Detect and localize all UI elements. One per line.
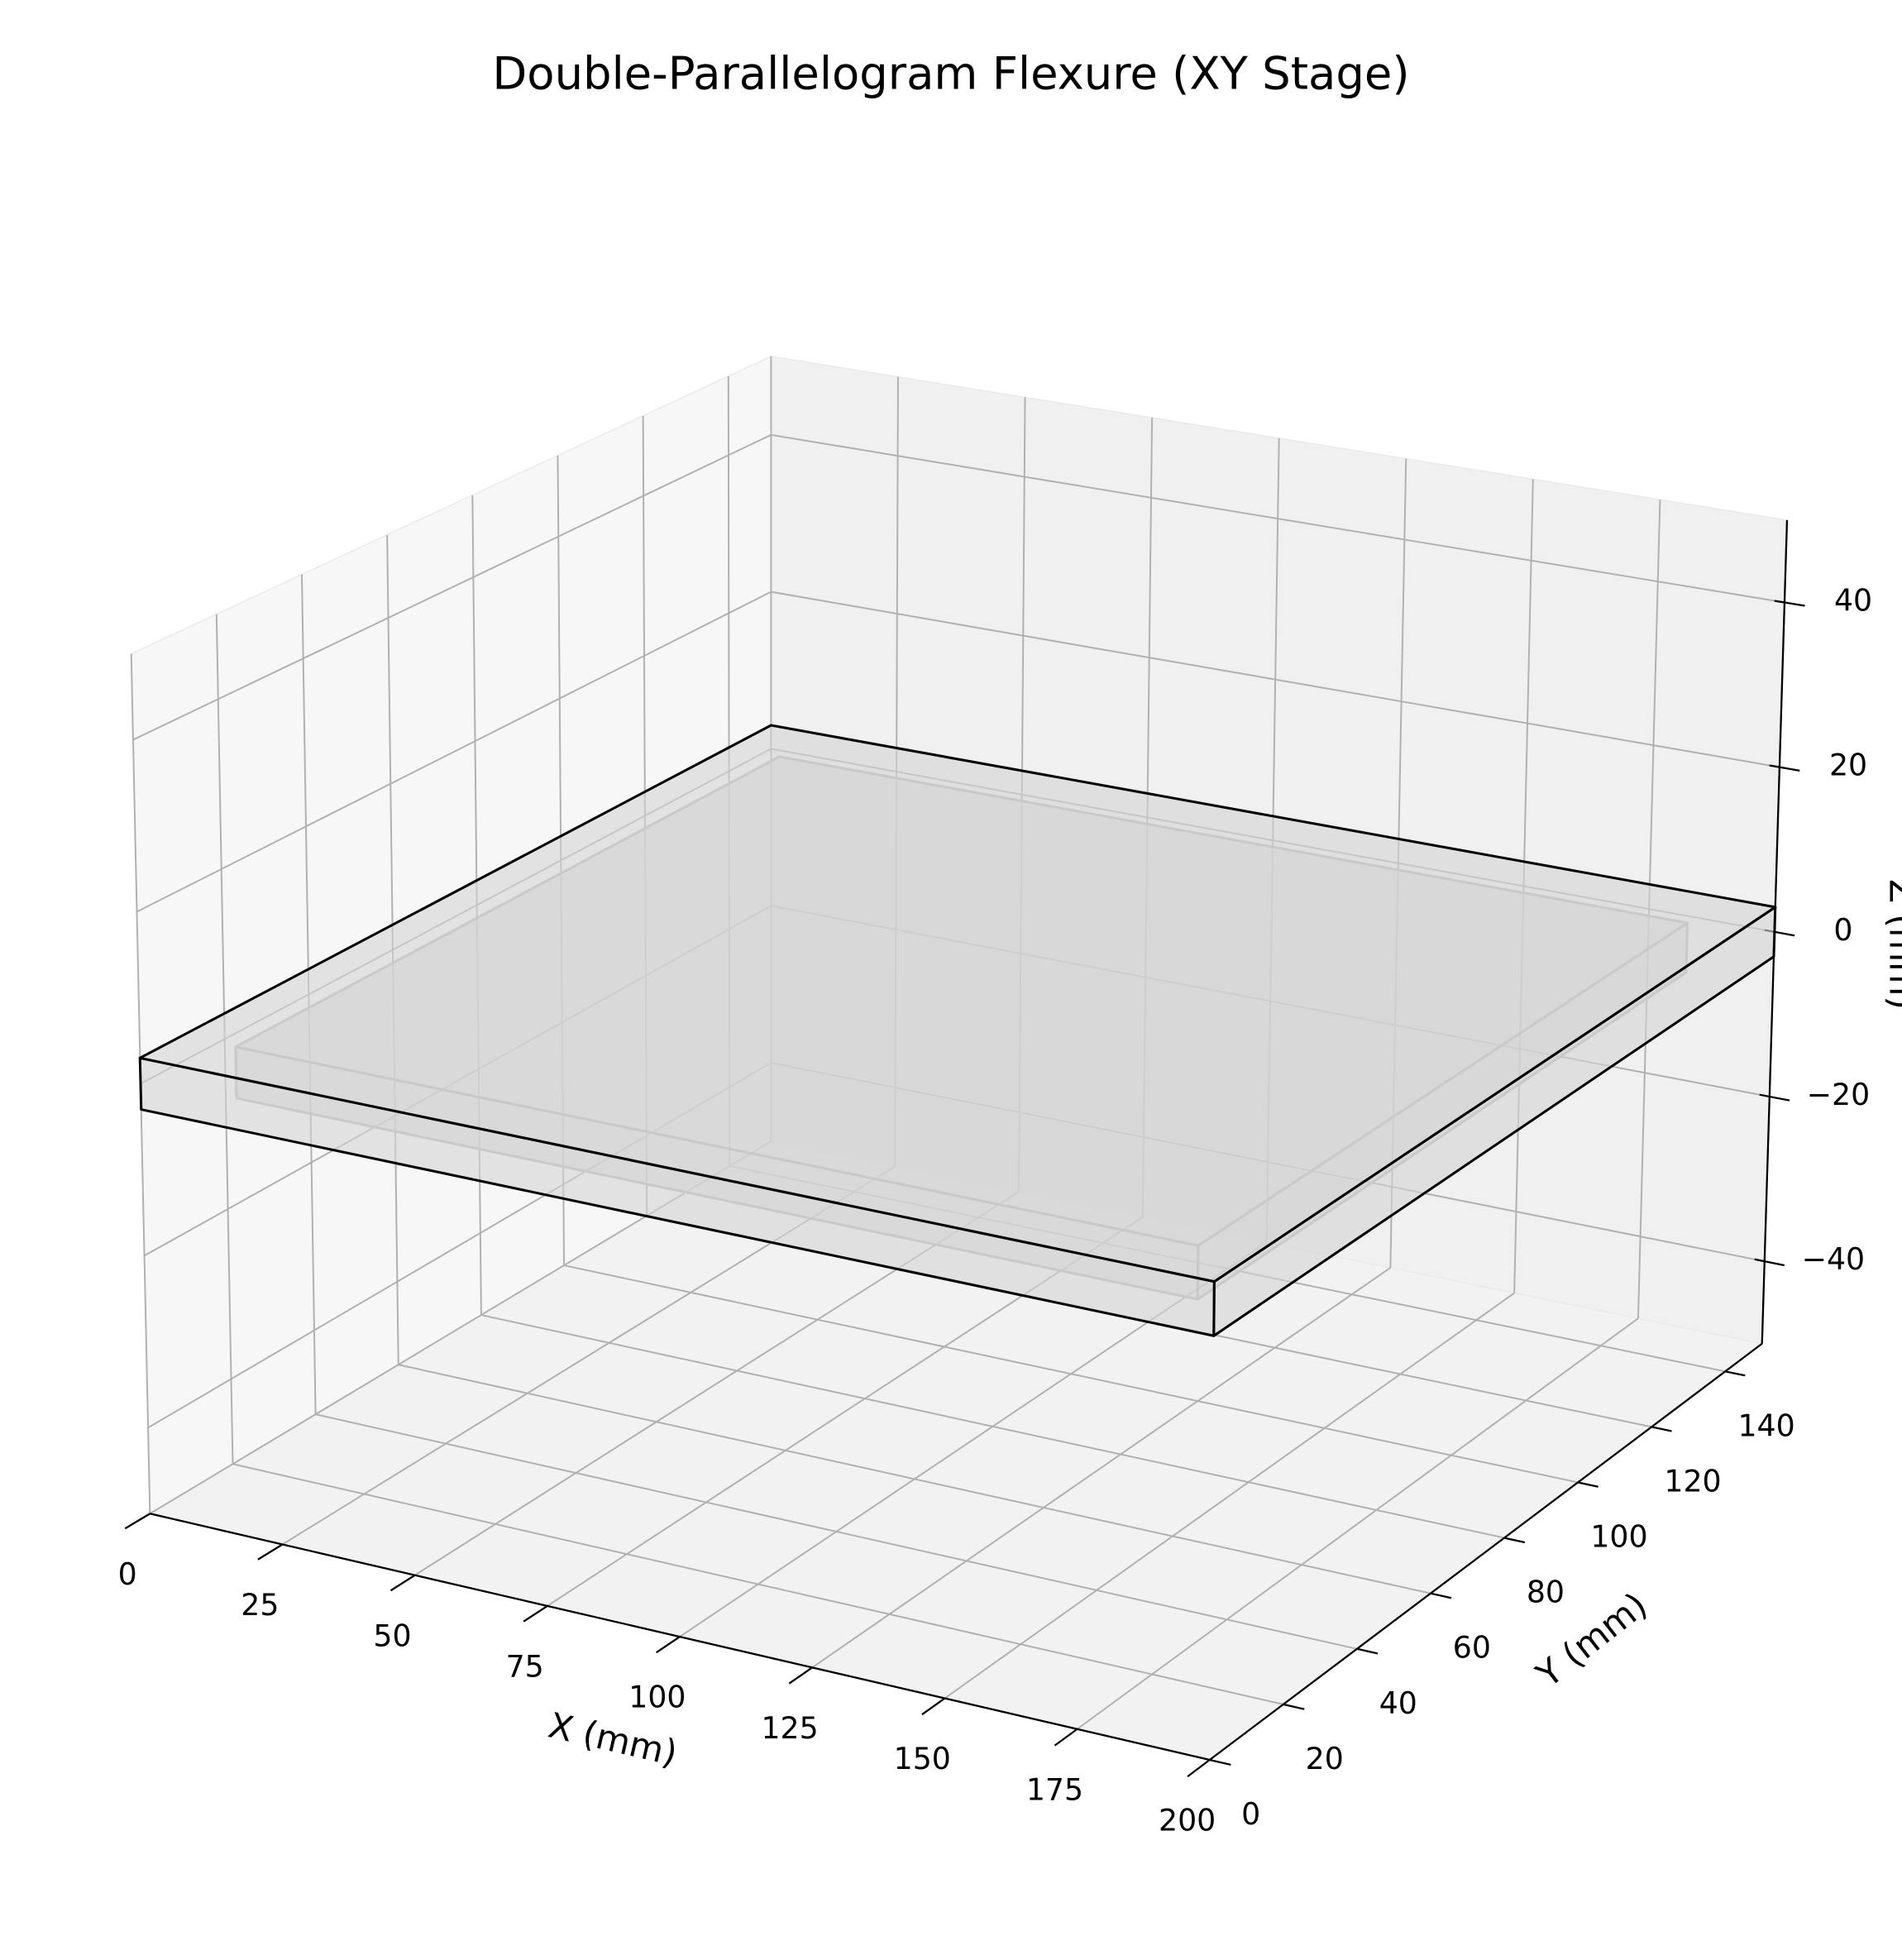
z-tick-mark [1759, 1093, 1790, 1102]
x-tick-mark [1187, 1759, 1211, 1778]
x-tick-label: 125 [761, 1710, 818, 1746]
z-tick-mark [1769, 764, 1800, 772]
z-axis-label: Z (mm) [1881, 879, 1902, 1010]
z-tick-mark [1774, 600, 1805, 607]
grid-line [132, 433, 772, 741]
y-tick-mark [1577, 1481, 1599, 1488]
z-tick-label: −40 [1802, 1241, 1866, 1277]
grid-line [480, 1314, 1505, 1539]
x-tick-mark [389, 1574, 416, 1592]
y-tick-mark [1651, 1426, 1672, 1432]
y-tick-mark [1209, 1758, 1231, 1766]
z-tick-label: −20 [1807, 1077, 1871, 1112]
box-top-face [138, 724, 1777, 1284]
x-tick-mark [1054, 1728, 1078, 1747]
grid-line [1077, 1317, 1639, 1730]
y-tick-mark [1430, 1592, 1452, 1599]
x-tick-mark [921, 1697, 946, 1716]
z-tick-label: 20 [1829, 748, 1867, 783]
x-tick-label: 0 [118, 1556, 137, 1592]
y-tick-mark [1724, 1370, 1746, 1377]
y-tick-label: 0 [1241, 1796, 1260, 1832]
y-tick-mark [1503, 1537, 1526, 1544]
x-tick-mark [124, 1513, 151, 1530]
grid-line [771, 433, 1785, 604]
y-tick-mark [1283, 1703, 1305, 1710]
x-tick-label: 200 [1159, 1803, 1216, 1838]
z-tick-label: 40 [1834, 582, 1872, 618]
grid-line [944, 1292, 1515, 1699]
chart-title: Double-Parallelogram Flexure (XY Stage) [492, 48, 1409, 100]
grid-line [771, 590, 1780, 768]
y-tick-label: 100 [1590, 1518, 1647, 1554]
x-axis-label: X (mm) [545, 1705, 681, 1774]
x-tick-label: 150 [894, 1741, 951, 1776]
grid-line [563, 1264, 1579, 1484]
y-tick-label: 120 [1664, 1463, 1721, 1499]
grid-line [315, 1413, 1358, 1650]
x-tick-label: 75 [506, 1648, 544, 1684]
x-tick-mark [257, 1543, 284, 1561]
y-tick-label: 20 [1306, 1741, 1344, 1776]
x-tick-label: 25 [241, 1587, 279, 1623]
x-tick-mark [788, 1666, 813, 1685]
grid-line [232, 1463, 1284, 1705]
y-tick-label: 40 [1379, 1685, 1417, 1721]
x-tick-label: 100 [628, 1680, 686, 1715]
x-tick-label: 175 [1026, 1771, 1083, 1807]
y-tick-mark [1356, 1647, 1379, 1655]
grid-line [136, 590, 772, 913]
x-tick-mark [656, 1636, 681, 1654]
x-tick-label: 50 [373, 1618, 411, 1653]
grid-line [811, 1267, 1391, 1669]
grid-line [398, 1364, 1431, 1594]
y-tick-label: 80 [1527, 1575, 1565, 1610]
y-axis-line [1209, 1342, 1763, 1761]
z-tick-label: 0 [1833, 912, 1852, 948]
y-tick-label: 60 [1453, 1630, 1491, 1666]
y-tick-label: 140 [1737, 1408, 1794, 1443]
z-tick-mark [1754, 1258, 1785, 1267]
x-tick-mark [523, 1604, 548, 1623]
